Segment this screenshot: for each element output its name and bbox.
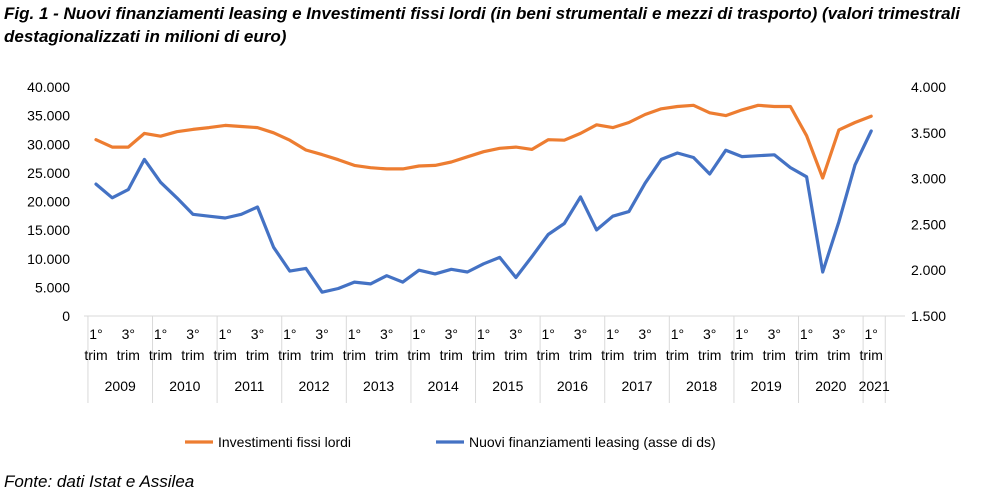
x-tick-label: trim [84, 347, 107, 363]
x-tick-label: trim [278, 347, 301, 363]
y-left-tick-label: 30.000 [27, 136, 70, 152]
x-tick-label: trim [666, 347, 689, 363]
x-tick-label: 3° [574, 326, 587, 342]
x-tick-label: trim [633, 347, 656, 363]
x-tick-label: 3° [509, 326, 522, 342]
y-left-tick-label: 15.000 [27, 222, 70, 238]
x-tick-label: 3° [832, 326, 845, 342]
x-tick-label: 1° [542, 326, 555, 342]
x-tick-label: trim [214, 347, 237, 363]
x-tick-label: 3° [186, 326, 199, 342]
chart-title: Fig. 1 - Nuovi finanziamenti leasing e I… [4, 4, 960, 46]
x-tick-label: trim [246, 347, 269, 363]
x-year-label: 2013 [363, 378, 394, 394]
x-year-label: 2018 [686, 378, 717, 394]
series-line-investimenti [94, 103, 873, 180]
y-left-tick-label: 10.000 [27, 251, 70, 267]
x-tick-label: trim [795, 347, 818, 363]
x-tick-label: trim [504, 347, 527, 363]
x-tick-label: trim [440, 347, 463, 363]
x-tick-label: trim [698, 347, 721, 363]
x-year-label: 2014 [428, 378, 459, 394]
x-tick-label: 1° [89, 326, 102, 342]
x-tick-label: trim [149, 347, 172, 363]
y-left-tick-label: 5.000 [35, 279, 70, 295]
x-tick-label: 3° [638, 326, 651, 342]
x-tick-label: trim [310, 347, 333, 363]
x-tick-label: 1° [283, 326, 296, 342]
y-left-tick-label: 0 [62, 308, 70, 324]
x-year-label: 2009 [105, 378, 136, 394]
y-left-tick-label: 25.000 [27, 165, 70, 181]
legend-label: Investimenti fissi lordi [218, 434, 351, 450]
x-tick-label: 3° [380, 326, 393, 342]
y-left-tick-label: 20.000 [27, 194, 70, 210]
x-tick-label: trim [569, 347, 592, 363]
x-tick-label: 3° [251, 326, 264, 342]
y-left-tick-label: 40.000 [27, 79, 70, 95]
legend-label: Nuovi finanziamenti leasing (asse di ds) [469, 434, 716, 450]
x-tick-label: 1° [412, 326, 425, 342]
x-tick-label: trim [117, 347, 140, 363]
x-tick-label: 1° [800, 326, 813, 342]
x-year-label: 2015 [492, 378, 523, 394]
x-tick-label: 3° [703, 326, 716, 342]
x-tick-label: trim [730, 347, 753, 363]
x-tick-label: 1° [735, 326, 748, 342]
x-tick-label: trim [763, 347, 786, 363]
x-tick-label: trim [827, 347, 850, 363]
x-tick-label: trim [343, 347, 366, 363]
y-right-tick-label: 3.500 [911, 125, 946, 141]
x-tick-label: trim [860, 347, 883, 363]
x-tick-label: trim [375, 347, 398, 363]
x-tick-label: 3° [445, 326, 458, 342]
x-year-label: 2020 [815, 378, 846, 394]
x-tick-label: 1° [671, 326, 684, 342]
x-year-label: 2017 [621, 378, 652, 394]
x-tick-label: 3° [122, 326, 135, 342]
source-note: Fonte: dati Istat e Assilea [4, 472, 195, 491]
x-tick-label: trim [407, 347, 430, 363]
y-right-tick-label: 4.000 [911, 79, 946, 95]
x-tick-label: 1° [606, 326, 619, 342]
x-tick-label: 3° [768, 326, 781, 342]
x-tick-label: 1° [154, 326, 167, 342]
x-year-label: 2019 [751, 378, 782, 394]
series-line-leasing [94, 129, 873, 294]
x-year-label: 2010 [169, 378, 200, 394]
x-year-label: 2016 [557, 378, 588, 394]
x-tick-label: trim [601, 347, 624, 363]
x-tick-label: 3° [315, 326, 328, 342]
x-year-label: 2021 [859, 378, 890, 394]
x-tick-label: trim [472, 347, 495, 363]
x-tick-label: trim [537, 347, 560, 363]
x-year-label: 2011 [234, 378, 264, 394]
x-year-label: 2012 [298, 378, 329, 394]
x-tick-label: 1° [477, 326, 490, 342]
x-tick-label: 1° [865, 326, 878, 342]
y-right-tick-label: 2.000 [911, 262, 946, 278]
y-left-tick-label: 35.000 [27, 108, 70, 124]
x-tick-label: 1° [219, 326, 232, 342]
x-tick-label: 1° [348, 326, 361, 342]
y-right-tick-label: 3.000 [911, 171, 946, 187]
x-tick-label: trim [181, 347, 204, 363]
y-right-tick-label: 1.500 [911, 308, 946, 324]
y-right-tick-label: 2.500 [911, 216, 946, 232]
